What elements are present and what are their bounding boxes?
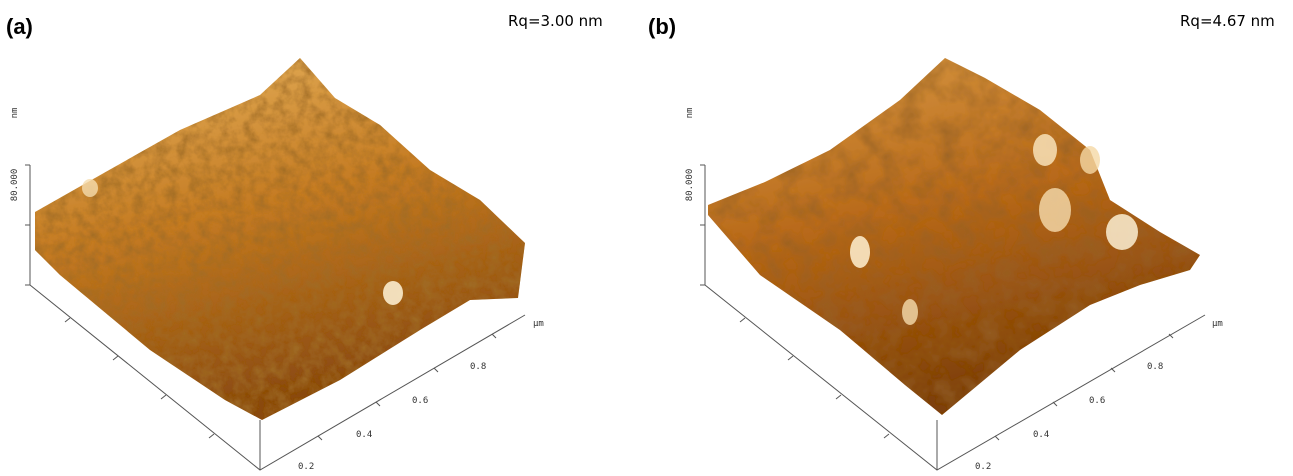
panel-label: (a): [6, 14, 33, 39]
peak: [383, 281, 403, 305]
peak: [850, 236, 870, 268]
x-tick: 0.6: [412, 396, 428, 406]
x-unit: µm: [1212, 319, 1223, 329]
peak: [1106, 214, 1138, 250]
peak: [1080, 146, 1100, 174]
panel-a: (a) Rq=3.00 nm nm 80.000 µm 0.2 0.4 0.6 …: [6, 12, 603, 472]
peak: [1039, 188, 1071, 232]
roughness: Rq=4.67 nm: [1180, 12, 1275, 30]
panel-label: (b): [648, 14, 676, 39]
z-unit: nm: [685, 108, 695, 119]
x-tick: 0.4: [1033, 430, 1049, 440]
x-unit: µm: [533, 319, 544, 329]
x-tick: 0.8: [470, 362, 486, 372]
panel-b: (b) Rq=4.67 nm nm 80.000 µm 0.2 0.4 0.6 …: [648, 12, 1275, 472]
x-tick: 0.4: [356, 430, 372, 440]
x-tick: 0.8: [1147, 362, 1163, 372]
z-tick: 80.000: [685, 169, 695, 202]
x-tick: 0.2: [298, 462, 314, 472]
figure: (a) Rq=3.00 nm nm 80.000 µm 0.2 0.4 0.6 …: [0, 0, 1293, 476]
roughness: Rq=3.00 nm: [508, 12, 603, 30]
peak: [1033, 134, 1057, 166]
afm-surface: [35, 58, 525, 420]
x-tick: 0.6: [1089, 396, 1105, 406]
z-unit: nm: [10, 108, 20, 119]
peak: [82, 179, 98, 197]
z-tick: 80.000: [10, 169, 20, 202]
peak: [902, 299, 918, 325]
x-tick: 0.2: [975, 462, 991, 472]
